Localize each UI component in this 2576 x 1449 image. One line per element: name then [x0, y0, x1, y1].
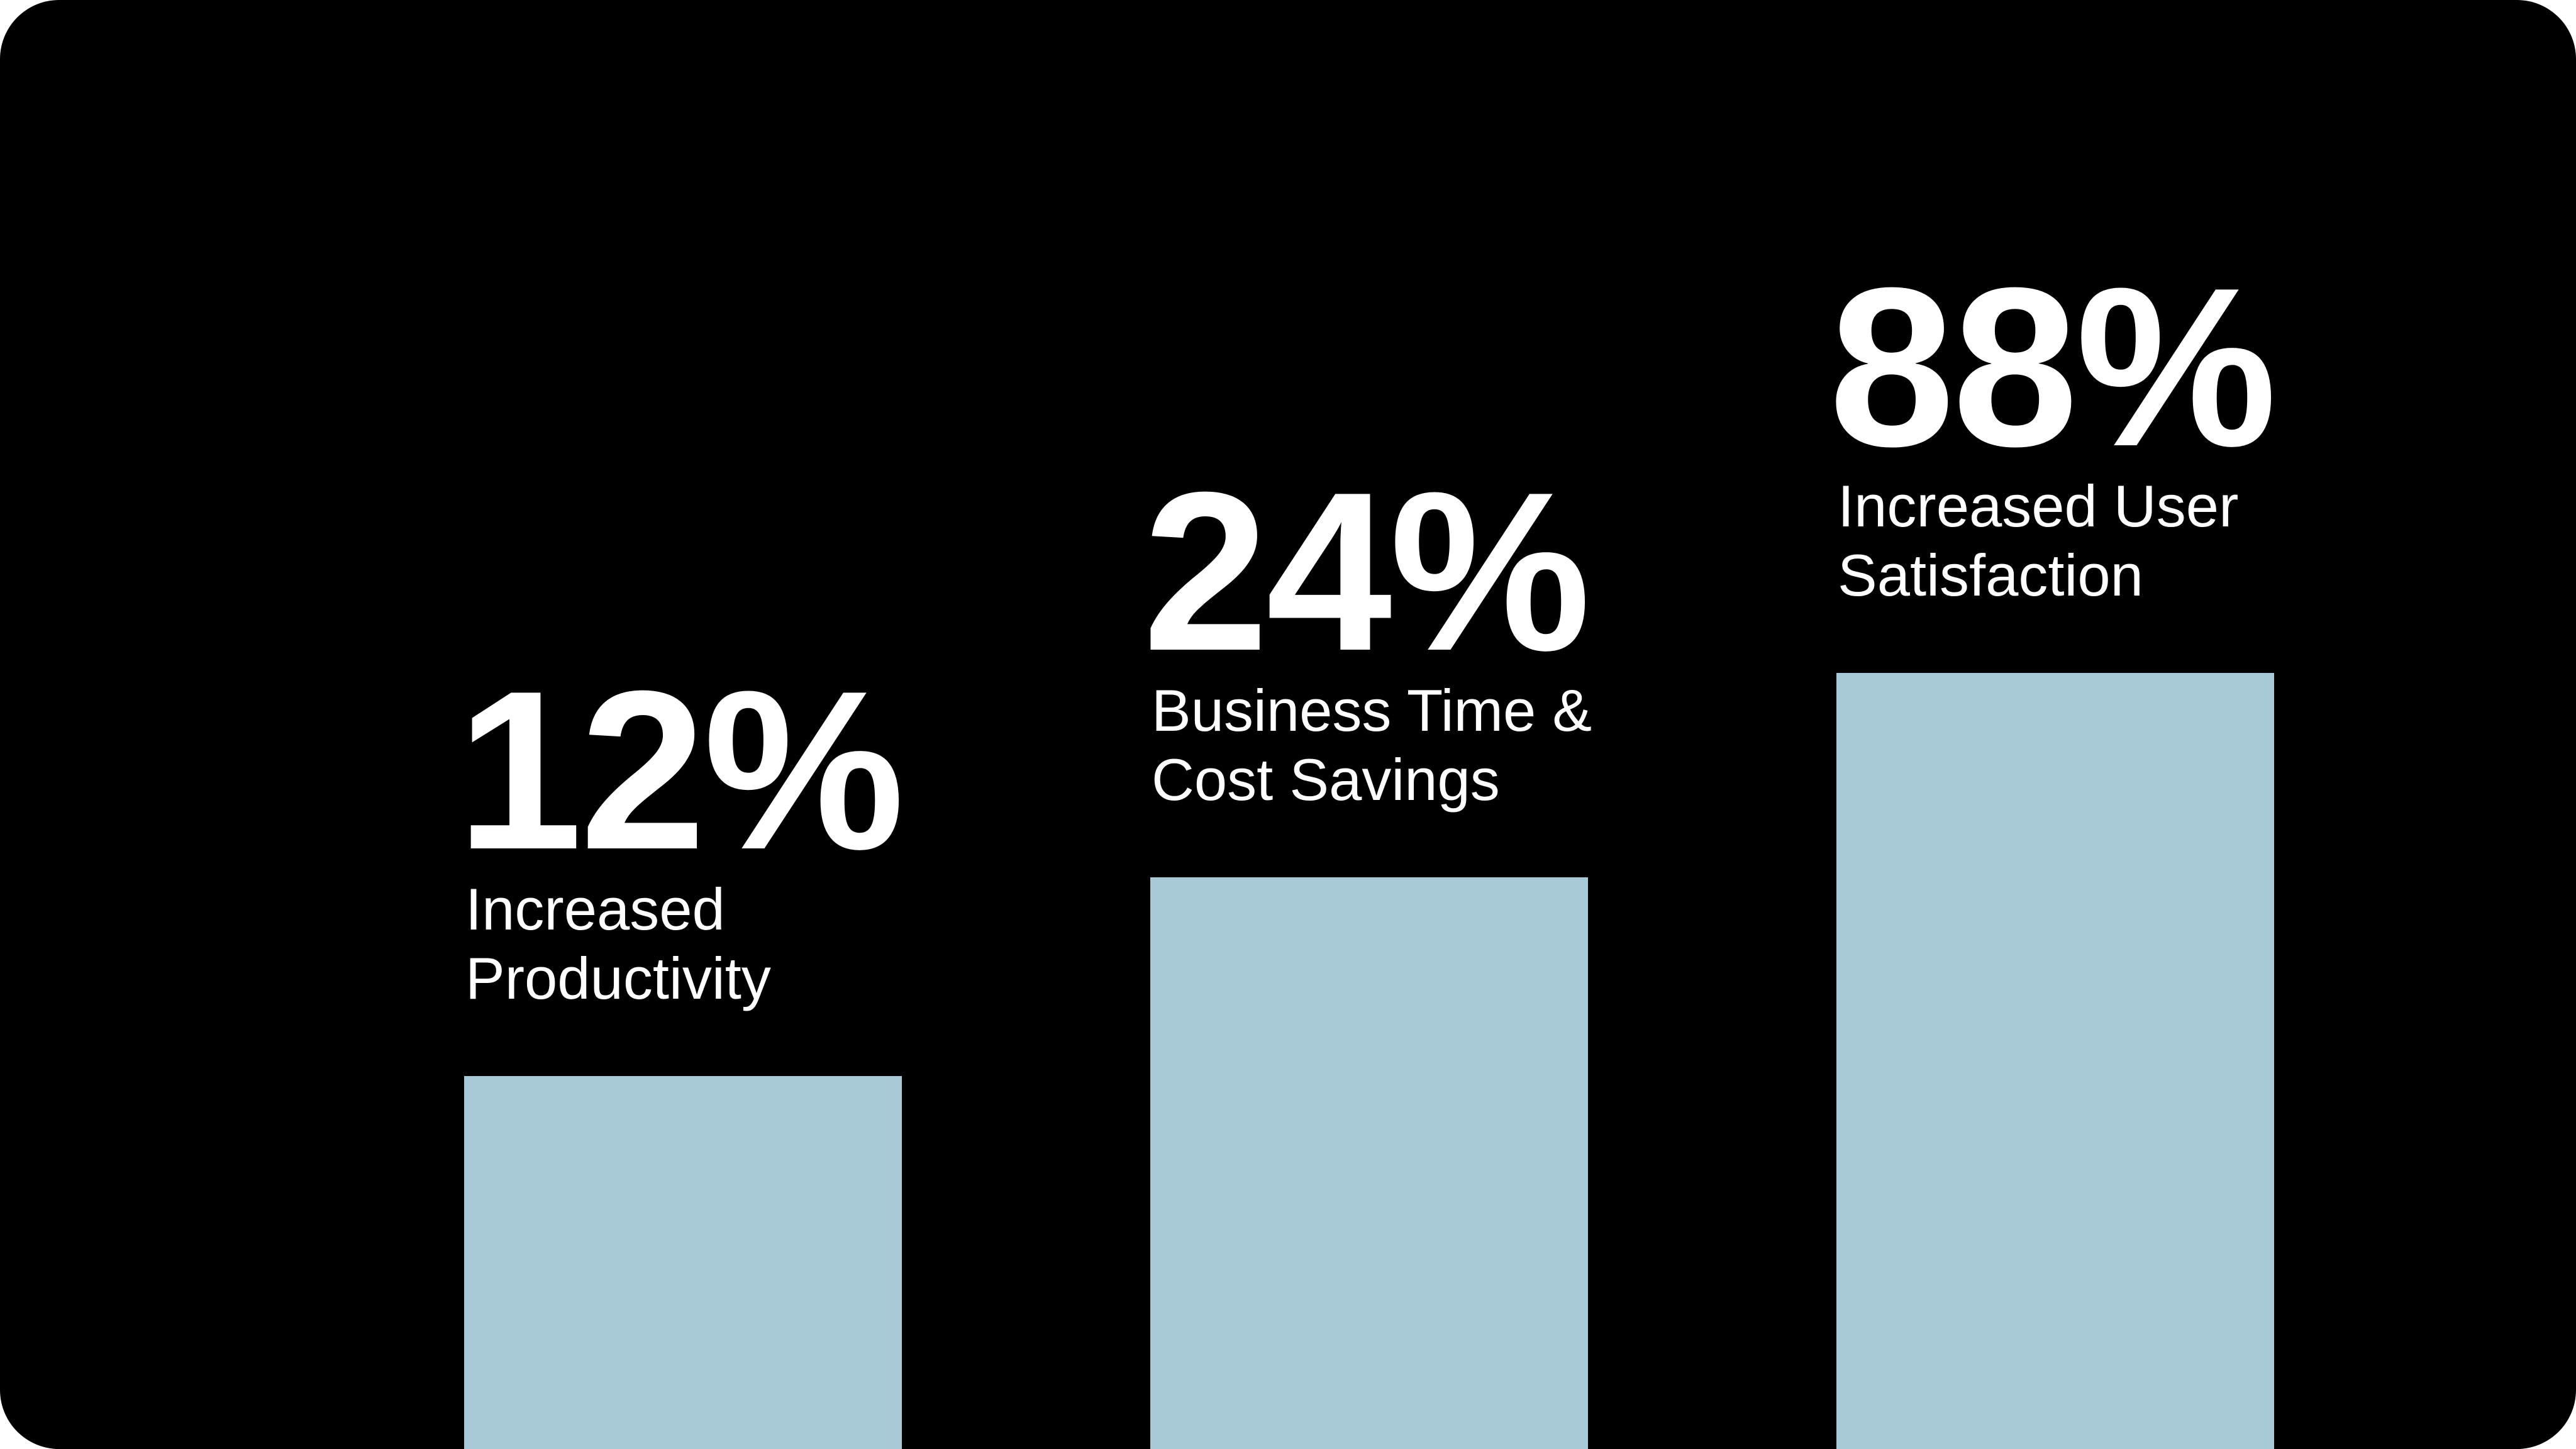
bar-2 — [1150, 877, 1588, 1449]
bar-3 — [1836, 673, 2274, 1449]
category-label-line: Business Time & — [1152, 677, 1592, 743]
category-label-line: Increased User — [1838, 473, 2239, 539]
category-label-3: Increased User Satisfaction — [1838, 472, 2238, 610]
bar-1 — [464, 1076, 902, 1449]
value-label-2: 24% — [1143, 445, 1591, 698]
category-label-line: Productivity — [465, 945, 771, 1011]
category-label-1: Increased Productivity — [465, 875, 771, 1013]
category-label-2: Business Time & Cost Savings — [1152, 676, 1592, 814]
category-label-line: Cost Savings — [1152, 747, 1500, 813]
category-label-line: Satisfaction — [1838, 542, 2143, 608]
category-label-line: Increased — [465, 876, 725, 942]
value-label-3: 88% — [1829, 241, 2277, 494]
value-label-1: 12% — [457, 644, 905, 897]
